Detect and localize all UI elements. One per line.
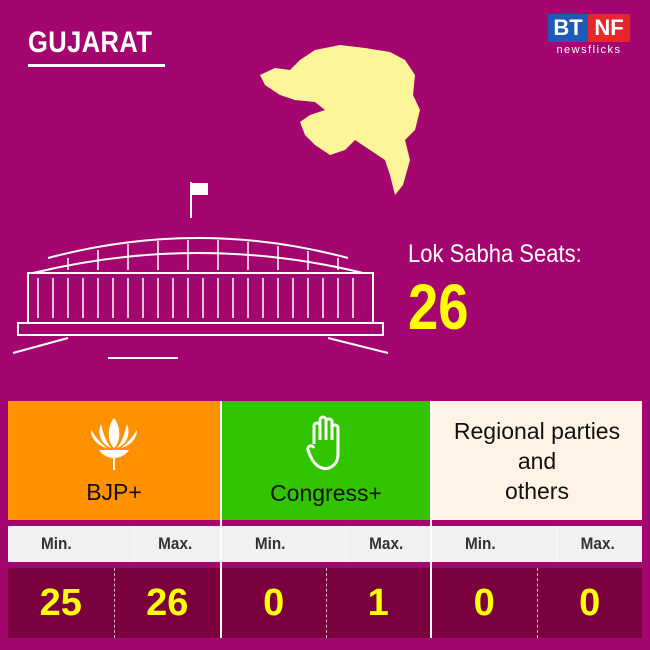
bt-nf-logo: BT NF newsflicks xyxy=(548,14,630,56)
parliament-illustration-icon xyxy=(12,182,389,359)
gujarat-map-icon xyxy=(260,45,420,195)
others-label-line1: Regional parties xyxy=(453,417,621,444)
congress-label: Congress+ xyxy=(270,480,382,506)
others-label-line3: others xyxy=(505,477,569,504)
congress-max-label: Max. xyxy=(344,526,426,562)
logo-nf: NF xyxy=(588,14,630,42)
others-max-value: 0 xyxy=(536,568,643,638)
congress-min-value: 0 xyxy=(263,581,285,624)
congress-max-value: 1 xyxy=(325,568,431,638)
lok-sabha-seats-value: 26 xyxy=(408,271,469,343)
logo-tagline: newsflicks xyxy=(556,44,622,56)
bjp-column: BJP+ Min. Max. 25 26 xyxy=(8,401,220,638)
others-max-label: Max. xyxy=(556,526,637,562)
hand-icon xyxy=(306,415,340,470)
others-label-line2: and xyxy=(517,447,557,474)
others-min-value: 0 xyxy=(473,581,495,624)
lok-sabha-seats-label: Lok Sabha Seats: xyxy=(408,240,582,268)
logo-bt: BT xyxy=(548,14,588,42)
others-min-label: Min. xyxy=(464,534,496,553)
bjp-max-label: Max. xyxy=(133,526,215,562)
lotus-icon xyxy=(91,417,137,470)
bjp-header: BJP+ xyxy=(8,401,220,520)
others-header: Regional parties and others xyxy=(432,401,642,520)
bjp-min-value: 25 xyxy=(39,581,82,624)
bjp-max-value: 26 xyxy=(113,568,221,638)
bjp-min-label: Min. xyxy=(41,534,72,553)
bjp-label: BJP+ xyxy=(86,478,142,505)
congress-header: Congress+ xyxy=(222,401,430,520)
state-title: GUJARAT xyxy=(28,26,153,59)
congress-min-label: Min. xyxy=(254,534,286,553)
title-underline xyxy=(28,64,165,67)
